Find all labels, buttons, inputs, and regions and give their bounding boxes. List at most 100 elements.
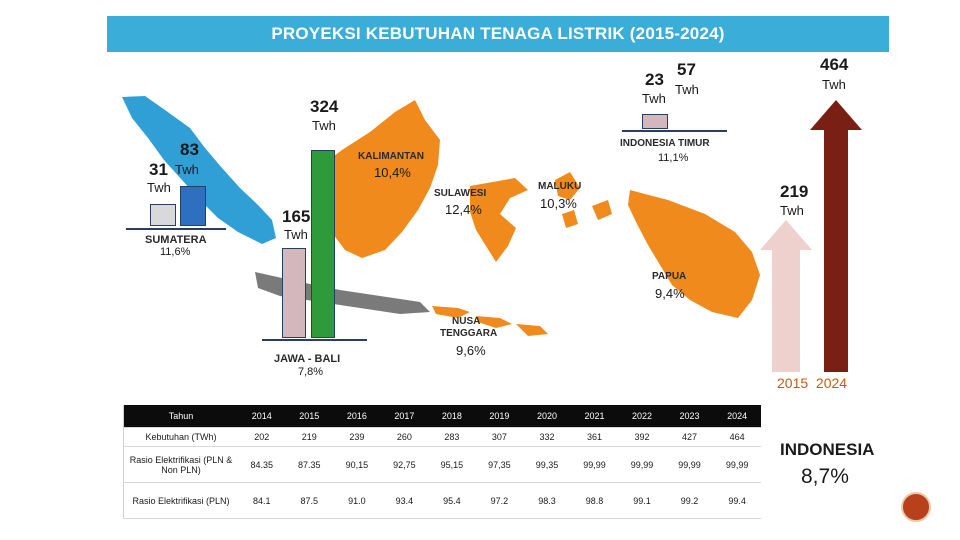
national-2024-unit: Twh: [822, 77, 846, 92]
nusa-tenggara-label: NUSA: [452, 316, 481, 327]
maluku-pct: 10,3%: [540, 196, 577, 211]
table-header-cell: 2016: [333, 405, 381, 428]
table-cell: 87.5: [285, 482, 334, 519]
table-cell: 92,75: [380, 446, 429, 483]
kalimantan-label: KALIMANTAN: [358, 151, 424, 162]
baseline-jawa: [262, 339, 367, 341]
table-cell: 97,35: [475, 446, 524, 483]
jawa-2015-unit: Twh: [284, 227, 308, 242]
national-label: INDONESIA: [780, 440, 875, 459]
sulawesi-label: SULAWESI: [434, 188, 487, 199]
table-cell: 427: [665, 427, 714, 447]
table-cell: 260: [380, 427, 429, 447]
table-row-label: Rasio Elektrifikasi (PLN): [123, 482, 238, 519]
sumatera-pct: 11,6%: [160, 246, 191, 258]
table-header-cell: 2024: [713, 405, 761, 428]
table-cell: 91.0: [333, 482, 381, 519]
table-cell: 361: [570, 427, 619, 447]
table-cell: 99.4: [713, 482, 761, 519]
sumatera-2024-unit: Twh: [175, 162, 199, 177]
table-header-cell: 2017: [380, 405, 429, 428]
bar-jawa-2024: [311, 150, 335, 338]
table-header-cell: Tahun: [123, 405, 238, 428]
nusa-tenggara-pct: 9,6%: [456, 343, 486, 358]
table-cell: 99,99: [618, 446, 666, 483]
baseline-timur: [622, 130, 727, 132]
data-table: Tahun 2014 2015 2016 2017 2018 2019 2020…: [123, 405, 761, 519]
sumatera-2024-value: 83: [180, 140, 199, 159]
page-title: PROYEKSI KEBUTUHAN TENAGA LISTRIK (2015-…: [107, 16, 889, 52]
table-cell: 99.2: [665, 482, 714, 519]
table-cell: 332: [523, 427, 571, 447]
table-cell: 98.3: [523, 482, 571, 519]
logo-badge-icon: [901, 492, 931, 522]
nusa-tenggara-label-2: TENGGARA: [440, 328, 498, 339]
timur-label: INDONESIA TIMUR: [620, 138, 710, 149]
papua-label: PAPUA: [652, 271, 687, 282]
bar-timur-2015: [642, 114, 668, 129]
table-cell: 219: [285, 427, 334, 447]
sumatera-label: SUMATERA: [145, 234, 207, 246]
table-row: Rasio Elektrifikasi (PLN) 84.1 87.5 91.0…: [123, 482, 761, 519]
national-2015-value: 219: [780, 182, 809, 201]
timur-pct: 11,1%: [658, 152, 689, 164]
timur-2024-value: 57: [677, 60, 696, 79]
jawa-2024-unit: Twh: [312, 118, 336, 133]
map-nusa-tenggara: [432, 306, 470, 318]
table-cell: 97.2: [475, 482, 524, 519]
table-header-cell: 2014: [238, 405, 286, 428]
sumatera-2015-value: 31: [149, 160, 168, 179]
national-2024-value: 464: [820, 55, 849, 74]
table-cell: 283: [428, 427, 476, 447]
table-row-label: Kebutuhan (TWh): [123, 427, 238, 447]
table-header-cell: 2018: [428, 405, 476, 428]
maluku-label: MALUKU: [538, 181, 582, 192]
sulawesi-pct: 12,4%: [445, 202, 482, 217]
table-cell: 392: [618, 427, 666, 447]
jawa-2024-value: 324: [310, 97, 339, 116]
table-header-row: Tahun 2014 2015 2016 2017 2018 2019 2020…: [123, 405, 761, 428]
table-header-cell: 2021: [570, 405, 619, 428]
table-cell: 464: [713, 427, 761, 447]
table-cell: 99,99: [570, 446, 619, 483]
table-cell: 239: [333, 427, 381, 447]
table-header-cell: 2015: [285, 405, 334, 428]
national-pct: 8,7%: [801, 465, 849, 488]
table-header-cell: 2023: [665, 405, 714, 428]
map-kalimantan: [318, 100, 440, 258]
jawa-pct: 7,8%: [298, 366, 324, 378]
table-cell: 98.8: [570, 482, 619, 519]
map-sumatera: [122, 96, 276, 244]
national-years: 2015 2024: [777, 375, 848, 391]
table-cell: 99,99: [665, 446, 714, 483]
table-cell: 87.35: [285, 446, 334, 483]
table-row-label: Rasio Elektrifikasi (PLN & Non PLN): [123, 446, 238, 483]
arrow-2015: [760, 220, 812, 372]
bar-sumatera-2015: [150, 204, 176, 226]
bar-sumatera-2024: [180, 186, 206, 226]
table-cell: 307: [475, 427, 524, 447]
table-cell: 202: [238, 427, 286, 447]
map-papua: [628, 190, 760, 318]
table-cell: 93.4: [380, 482, 429, 519]
table-cell: 99.1: [618, 482, 666, 519]
bar-jawa-2015: [282, 248, 306, 338]
table-header-cell: 2020: [523, 405, 571, 428]
papua-pct: 9,4%: [655, 286, 685, 301]
table-row: Kebutuhan (TWh) 202 219 239 260 283 307 …: [123, 427, 761, 447]
table-cell: 99,99: [713, 446, 761, 483]
kalimantan-pct: 10,4%: [374, 165, 411, 180]
baseline-sumatera: [126, 228, 226, 230]
map-sulawesi: [470, 178, 528, 262]
timur-2015-value: 23: [645, 70, 664, 89]
jawa-label: JAWA - BALI: [274, 353, 341, 365]
table-header-cell: 2019: [475, 405, 524, 428]
arrow-2024: [810, 100, 862, 372]
table-cell: 84.35: [238, 446, 286, 483]
national-2015-unit: Twh: [780, 203, 804, 218]
table-cell: 84.1: [238, 482, 286, 519]
timur-2015-unit: Twh: [642, 91, 666, 106]
timur-2024-unit: Twh: [675, 82, 699, 97]
national-arrows: [760, 100, 862, 372]
table-cell: 95,15: [428, 446, 476, 483]
